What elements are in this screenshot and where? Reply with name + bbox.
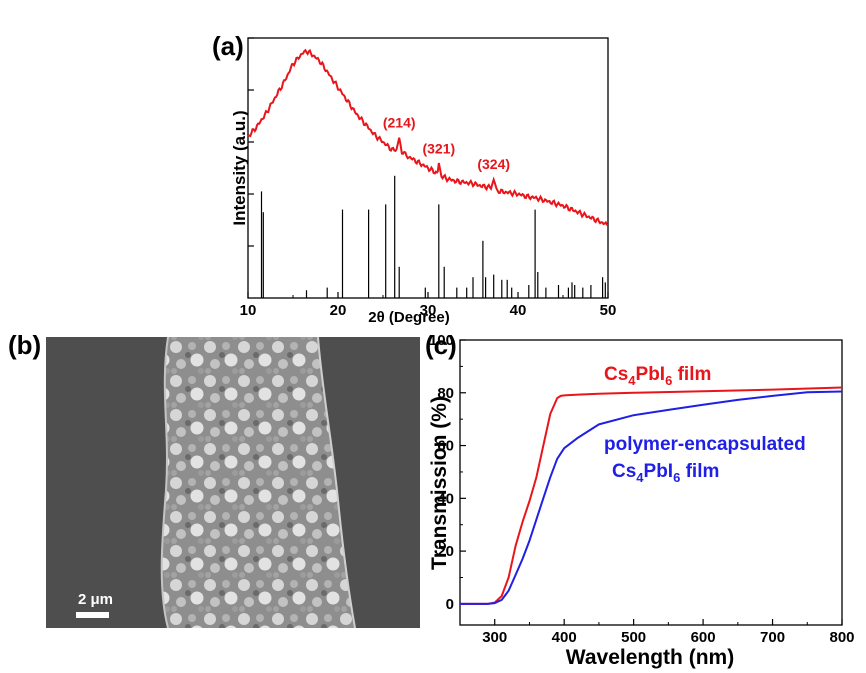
transmission-y-ticks: 0 20 40 60 80 100 [429, 332, 466, 613]
peak-annotation: (214) [383, 114, 416, 130]
xrd-x-ticks: 10 20 30 40 50 [240, 292, 617, 319]
series-line-cs4pbi6-film [460, 386, 842, 605]
sem-film-edge-left [160, 336, 169, 629]
scale-bar-label: 2 μm [78, 591, 113, 608]
xrd-pattern-line [248, 48, 608, 227]
xrd-y-ticks [248, 37, 254, 247]
legend-blue-pbi: PbI [644, 461, 674, 482]
peak-annotation: (321) [422, 140, 455, 156]
xrd-x-tick-label: 20 [330, 302, 347, 319]
sem-panel: (b) 2 μm [8, 330, 420, 629]
transmission-x-tick-label: 300 [482, 629, 507, 646]
legend-blue-sub2: 6 [673, 470, 680, 485]
transmission-lines [460, 386, 842, 605]
panel-b-label: (b) [8, 330, 41, 360]
xrd-x-axis-title: 2θ (Degree) [368, 309, 449, 326]
xrd-x-tick-label: 10 [240, 302, 257, 319]
legend-red-sub1: 4 [628, 373, 636, 388]
scale-bar [76, 612, 109, 618]
legend-blue-cs: Cs [612, 461, 636, 482]
panel-a-label: (a) [212, 31, 244, 61]
transmission-y-tick-label: 0 [446, 596, 454, 613]
legend-red-sub2: 6 [665, 373, 672, 388]
transmission-y-tick-label: 100 [429, 332, 454, 349]
legend-cs4pbi6-film: Cs4PbI6 film [604, 364, 711, 388]
xrd-x-tick-label: 40 [510, 302, 527, 319]
xrd-x-tick-label: 30 [420, 302, 437, 319]
transmission-y-tick-label: 60 [437, 438, 454, 455]
transmission-x-axis-title: Wavelength (nm) [566, 646, 734, 669]
transmission-y-axis-title: Transmission (%) [428, 396, 451, 570]
xrd-panel: (a) 10 20 30 40 50 (214) (321) (324) 2θ (Degre… [212, 31, 616, 326]
transmission-x-tick-label: 400 [552, 629, 577, 646]
legend-blue-sub1: 4 [636, 470, 644, 485]
transmission-plot-frame [459, 339, 843, 626]
legend-red-film: film [672, 364, 711, 385]
sem-film-strip [161, 337, 355, 628]
transmission-panel: (c) 0 20 40 60 80 100 300 400 500 600 700 800 Wave… [425, 330, 855, 669]
series-line-polymer-encapsulated [460, 390, 842, 605]
legend-blue-film: film [680, 461, 719, 482]
transmission-x-tick-label: 700 [760, 629, 785, 646]
legend-polymer-line1: polymer-encapsulated [604, 434, 806, 455]
transmission-x-tick-label: 800 [829, 629, 854, 646]
transmission-y-tick-label: 80 [437, 385, 454, 402]
reference-pattern [260, 175, 606, 298]
legend-red-pbi: PbI [636, 364, 666, 385]
peak-annotation: (324) [477, 156, 510, 172]
transmission-y-tick-label: 20 [437, 543, 454, 560]
xrd-y-axis-title: Intensity (a.u.) [230, 110, 249, 225]
transmission-x-ticks: 300 400 500 600 700 800 [459, 619, 855, 646]
xrd-x-tick-label: 50 [600, 302, 617, 319]
peak-annotations: (214) (321) (324) [383, 114, 510, 172]
sem-film-edge-right [317, 336, 356, 629]
transmission-y-tick-label: 40 [437, 490, 454, 507]
legend-polymer-line2: Cs4PbI6 film [612, 461, 719, 485]
panel-c-label: (c) [425, 330, 457, 360]
transmission-x-tick-label: 500 [621, 629, 646, 646]
legend-red-cs: Cs [604, 364, 628, 385]
transmission-x-tick-label: 600 [691, 629, 716, 646]
